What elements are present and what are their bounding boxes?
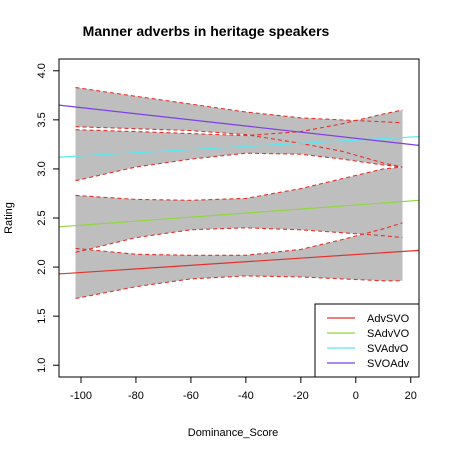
y-tick-label: 3.5 [36,112,48,127]
series-line-SAdvVO [59,199,419,228]
band-SVAdvO [75,110,403,181]
legend-label-SAdvVO: SAdvVO [367,328,410,340]
ci-upper-SVOAdv [75,86,403,124]
axes: -100 -80 -60 -40 -20 0 20 1.0 1.5 2.0 2.5 3.0 3.5 4.0 [36,58,420,402]
ci-lower-SAdvVO [75,227,403,253]
series-lines [59,104,419,275]
legend-box [314,303,420,378]
x-tick-label: -80 [128,390,144,402]
confidence-lines [75,86,403,300]
y-tick-label: 4.0 [36,63,48,78]
y-axis-label: Rating [3,202,15,234]
legend: AdvSVO SAdvVO SVAdvO SVOAdv [314,303,420,378]
ci-lower-AdvSVO [75,275,403,300]
ci-lower-SVAdvO [75,152,403,182]
ci-upper-SVAdvO [75,109,403,137]
ci-upper-SAdvVO [75,166,403,201]
x-tick-label: -60 [183,390,199,402]
x-axis-label: Dominance_Score [188,427,279,439]
x-tick-label: 0 [353,390,359,402]
ci-lower-SVOAdv [75,126,403,168]
y-tick-label: 3.0 [36,161,48,176]
series-line-SVAdvO [59,135,419,158]
y-tick-label: 1.5 [36,308,48,323]
x-tick-label: 20 [405,390,417,402]
ci-upper-AdvSVO [75,222,403,256]
x-tick-label: -20 [293,390,309,402]
y-tick-label: 1.0 [36,358,48,373]
y-tick-label: 2.5 [36,210,48,225]
chart-title: Manner adverbs in heritage speakers [83,23,330,39]
x-tick-label: -40 [238,390,254,402]
legend-label-SVOAdv: SVOAdv [367,358,410,370]
y-tick-label: 2.0 [36,259,48,274]
legend-label-AdvSVO: AdvSVO [367,313,410,325]
series-line-AdvSVO [59,249,419,275]
series-line-SVOAdv [59,104,419,146]
band-AdvSVO [75,222,403,299]
legend-label-SVAdvO: SVAdvO [367,343,409,355]
x-tick-label: -100 [70,390,92,402]
confidence-bands [75,87,403,299]
